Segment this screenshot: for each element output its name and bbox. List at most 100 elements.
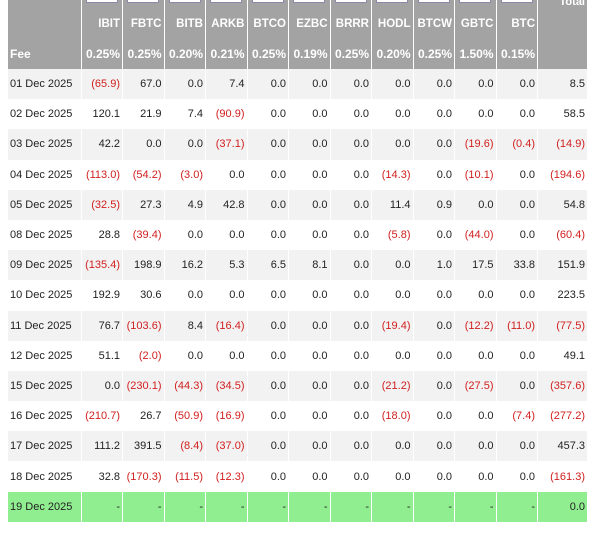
flow-cell: 0.0 (413, 99, 455, 130)
total-column-header (537, 8, 588, 39)
total-cell: 223.5 (537, 280, 588, 311)
date-cell: 11 Dec 2025 (8, 310, 82, 341)
flow-cell: - (164, 491, 206, 522)
flow-cell: (0.4) (496, 129, 538, 160)
flow-cell: 192.9 (81, 280, 123, 311)
table-row: 19 Dec 2025- - - - - - - - - - -0.0 (8, 491, 588, 522)
flow-cell: - (122, 491, 165, 522)
flow-cell: 0.0 (496, 189, 538, 220)
flow-cell: 0.0 (330, 280, 372, 311)
flow-cell: (103.6) (122, 310, 165, 341)
flow-cell: 28.8 (81, 219, 123, 251)
total-cell: (194.6) (537, 159, 588, 190)
flow-cell: (170.3) (122, 461, 165, 492)
fee-ezbc: 0.19% (288, 39, 331, 69)
fee-fbtc: 0.25% (122, 39, 165, 69)
flow-cell: 0.0 (413, 69, 455, 100)
flow-cell: 0.0 (288, 99, 331, 130)
logo-row: Total (8, 0, 588, 8)
flow-cell: (5.8) (371, 219, 414, 251)
table-row: 10 Dec 2025 192.9 30.6 0.0 0.0 0.0 0.0 0.0 0.0 0.… (8, 280, 588, 311)
flow-cell: (7.4) (496, 401, 538, 432)
flow-cell: 0.0 (247, 129, 289, 160)
flow-cell: 0.0 (330, 250, 372, 281)
flow-cell: 0.0 (413, 370, 455, 402)
logo-cell (205, 0, 248, 8)
flow-cell: - (496, 491, 538, 522)
logo-cell (496, 0, 538, 8)
flow-cell: 0.0 (288, 370, 331, 402)
flow-cell: 0.0 (247, 461, 289, 492)
total-header: Total (537, 0, 588, 8)
flow-cell: (19.6) (454, 129, 497, 160)
flow-cell: (32.5) (81, 189, 123, 220)
table-row: 17 Dec 2025 111.2 391.5 (8.4) (37.0) 0.0 0.0 0.… (8, 431, 588, 462)
flow-cell: (54.2) (122, 159, 165, 190)
flow-cell: 30.6 (122, 280, 165, 311)
date-cell: 12 Dec 2025 (8, 340, 82, 371)
flow-cell: 0.0 (371, 340, 414, 371)
flow-cell: 0.0 (371, 431, 414, 462)
flow-cell: 0.0 (288, 219, 331, 251)
ticker-brrr: BRRR (330, 8, 372, 39)
flow-cell: 33.8 (496, 250, 538, 281)
flow-cell: (18.0) (371, 401, 414, 432)
flow-cell: (65.9) (81, 69, 123, 100)
total-cell: 58.5 (537, 99, 588, 130)
flow-cell: (37.1) (205, 129, 248, 160)
flow-cell: 0.0 (247, 370, 289, 402)
wisdomtree-logo (417, 0, 450, 3)
flow-cell: 5.3 (205, 250, 248, 281)
flow-cell: (12.3) (205, 461, 248, 492)
flow-cell: 0.0 (330, 99, 372, 130)
table-row: 15 Dec 2025 0.0 (230.1) (44.3) (34.5) 0.0 0.0 0… (8, 370, 588, 402)
flow-cell: 0.0 (288, 340, 331, 371)
fee-ibit: 0.25% (81, 39, 123, 69)
flow-cell: 0.0 (330, 159, 372, 190)
etf-flow-table: Total IBIT FBTC BITB ARKB BTCO EZBC BRRR HODL BT… (8, 0, 588, 522)
grayscale-logo (459, 0, 492, 3)
flow-cell: 0.0 (81, 370, 123, 402)
flow-cell: 0.0 (247, 280, 289, 311)
flow-cell: - (371, 491, 414, 522)
flow-cell: 0.0 (164, 340, 206, 371)
flow-cell: 0.0 (288, 69, 331, 100)
date-cell: 10 Dec 2025 (8, 280, 82, 311)
flow-cell: 42.8 (205, 189, 248, 220)
flow-cell: (12.2) (454, 310, 497, 341)
total-cell: 49.1 (537, 340, 588, 371)
flow-cell: 0.0 (496, 99, 538, 130)
flow-cell: 0.0 (413, 431, 455, 462)
date-cell: 02 Dec 2025 (8, 99, 82, 130)
flow-cell: 0.0 (330, 461, 372, 492)
total-cell: (14.9) (537, 129, 588, 160)
table-row: 01 Dec 2025 (65.9) 67.0 0.0 7.4 0.0 0.0 0.0 0.0 0… (8, 69, 588, 100)
total-cell: 457.3 (537, 431, 588, 462)
flow-cell: - (81, 491, 123, 522)
flow-cell: (39.4) (122, 219, 165, 251)
ticker-btco: BTCO (247, 8, 289, 39)
date-cell: 09 Dec 2025 (8, 250, 82, 281)
flow-cell: 0.0 (330, 129, 372, 160)
flow-cell: 0.0 (413, 401, 455, 432)
table-row: 02 Dec 2025 120.1 21.9 7.4 (90.9) 0.0 0.0 0.0 0.… (8, 99, 588, 130)
ticker-arkb: ARKB (205, 8, 248, 39)
flow-cell: (27.5) (454, 370, 497, 402)
flow-cell: 0.0 (288, 129, 331, 160)
flow-cell: 0.0 (413, 340, 455, 371)
fee-brrr: 0.25% (330, 39, 372, 69)
ticker-bitb: BITB (164, 8, 206, 39)
flow-cell: 0.0 (288, 189, 331, 220)
logo-cell (164, 0, 206, 8)
flow-cell: (135.4) (81, 250, 123, 281)
flow-cell: 0.0 (288, 280, 331, 311)
flow-cell: 16.2 (164, 250, 206, 281)
total-cell: (161.3) (537, 461, 588, 492)
flow-cell: 67.0 (122, 69, 165, 100)
flow-cell: 0.0 (454, 280, 497, 311)
flow-cell: 198.9 (122, 250, 165, 281)
flow-cell: (19.4) (371, 310, 414, 341)
total-cell: (357.6) (537, 370, 588, 402)
ticker-header-row: IBIT FBTC BITB ARKB BTCO EZBC BRRR HODL BTCW GBTC… (8, 8, 588, 39)
flow-cell: (21.2) (371, 370, 414, 402)
